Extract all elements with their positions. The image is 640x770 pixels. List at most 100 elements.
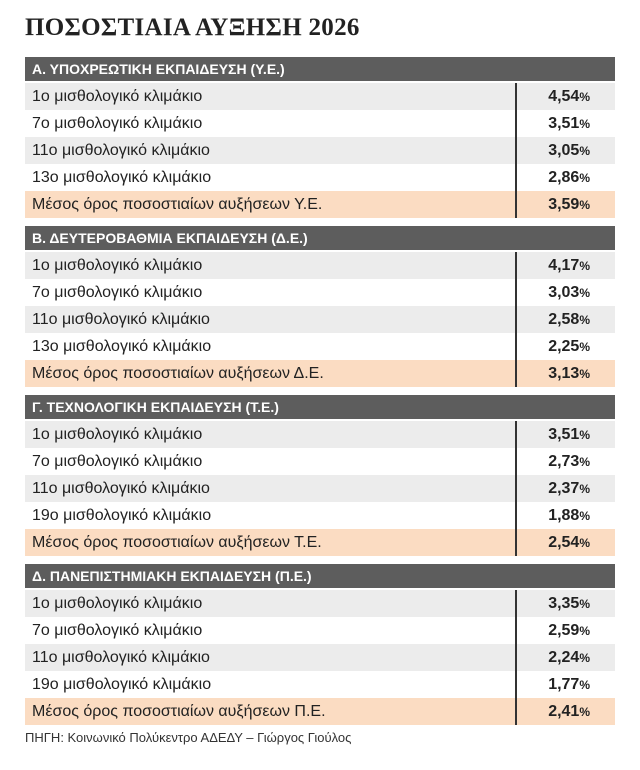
- row-label: 7ο μισθολογικό κλιμάκιο: [32, 284, 203, 301]
- source: ΠΗΓΗ: Κοινωνικό Πολύκεντρο ΑΔΕΔΥ – Γιώργ…: [25, 730, 352, 745]
- unit: %: [579, 144, 590, 158]
- unit: %: [579, 624, 590, 638]
- section-rows: 1ο μισθολογικό κλιμάκιο 3,35% 7ο μισθολογι…: [25, 590, 615, 725]
- row-value: 2,54: [548, 534, 580, 551]
- row: 1ο μισθολογικό κλιμάκιο 4,54%: [25, 83, 615, 110]
- row-label: Μέσος όρος ποσοστιαίων αυξήσεων Π.Ε.: [32, 703, 326, 720]
- row-label: Μέσος όρος ποσοστιαίων αυξήσεων Υ.Ε.: [32, 196, 323, 213]
- row-value: 3,03: [548, 284, 580, 301]
- row-value: 3,59: [548, 196, 580, 213]
- row: 1ο μισθολογικό κλιμάκιο 4,17%: [25, 252, 615, 279]
- row-value-cell: 1,77%: [515, 671, 615, 698]
- unit: %: [579, 705, 590, 719]
- unit: %: [579, 455, 590, 469]
- row-value: 1,77: [548, 676, 580, 693]
- unit: %: [579, 482, 590, 496]
- row-value-cell: 2,58%: [515, 306, 615, 333]
- row-label: 11ο μισθολογικό κλιμάκιο: [32, 311, 210, 328]
- row-value: 2,59: [548, 622, 580, 639]
- unit: %: [579, 678, 590, 692]
- unit: %: [579, 509, 590, 523]
- row-label: 7ο μισθολογικό κλιμάκιο: [32, 453, 203, 470]
- row: Μέσος όρος ποσοστιαίων αυξήσεων Τ.Ε. 2,54…: [25, 529, 615, 556]
- row: 19ο μισθολογικό κλιμάκιο 1,77%: [25, 671, 615, 698]
- row: Μέσος όρος ποσοστιαίων αυξήσεων Υ.Ε. 3,59…: [25, 191, 615, 218]
- row-value: 4,17: [548, 257, 580, 274]
- section: Β. ΔΕΥΤΕΡΟΒΑΘΜΙΑ ΕΚΠΑΙΔΕΥΣΗ (Δ.Ε.) 1ο μισ…: [25, 226, 615, 387]
- row-value: 3,05: [548, 142, 580, 159]
- row-label: 11ο μισθολογικό κλιμάκιο: [32, 480, 210, 497]
- row-value: 2,41: [548, 703, 580, 720]
- row: 1ο μισθολογικό κλιμάκιο 3,35%: [25, 590, 615, 617]
- row-value-cell: 2,73%: [515, 448, 615, 475]
- row-label: 13ο μισθολογικό κλιμάκιο: [32, 338, 212, 355]
- unit: %: [579, 597, 590, 611]
- row-value: 2,58: [548, 311, 580, 328]
- row-label: 13ο μισθολογικό κλιμάκιο: [32, 169, 212, 186]
- section-header: Δ. ΠΑΝΕΠΙΣΤΗΜΙΑΚΗ ΕΚΠΑΙΔΕΥΣΗ (Π.Ε.): [25, 564, 615, 590]
- unit: %: [579, 367, 590, 381]
- row-label: 1ο μισθολογικό κλιμάκιο: [32, 257, 203, 274]
- row: 11ο μισθολογικό κλιμάκιο 2,37%: [25, 475, 615, 502]
- row-label: 1ο μισθολογικό κλιμάκιο: [32, 426, 203, 443]
- row-label: 11ο μισθολογικό κλιμάκιο: [32, 142, 210, 159]
- section: Α. ΥΠΟΧΡΕΩΤΙΚΗ ΕΚΠΑΙΔΕΥΣΗ (Υ.Ε.) 1ο μισθο…: [25, 57, 615, 218]
- row-label: Μέσος όρος ποσοστιαίων αυξήσεων Δ.Ε.: [32, 365, 324, 382]
- row-label: 19ο μισθολογικό κλιμάκιο: [32, 507, 212, 524]
- row: 11ο μισθολογικό κλιμάκιο 3,05%: [25, 137, 615, 164]
- row-value-cell: 4,54%: [515, 83, 615, 110]
- row-value: 2,24: [548, 649, 580, 666]
- row: 7ο μισθολογικό κλιμάκιο 2,59%: [25, 617, 615, 644]
- unit: %: [579, 428, 590, 442]
- row: 7ο μισθολογικό κλιμάκιο 3,03%: [25, 279, 615, 306]
- row-value-cell: 3,05%: [515, 137, 615, 164]
- row-value: 3,13: [548, 365, 580, 382]
- row: 7ο μισθολογικό κλιμάκιο 3,51%: [25, 110, 615, 137]
- section: Γ. ΤΕΧΝΟΛΟΓΙΚΗ ΕΚΠΑΙΔΕΥΣΗ (Τ.Ε.) 1ο μισθο…: [25, 395, 615, 556]
- row: 13ο μισθολογικό κλιμάκιο 2,86%: [25, 164, 615, 191]
- unit: %: [579, 313, 590, 327]
- section-header: Β. ΔΕΥΤΕΡΟΒΑΘΜΙΑ ΕΚΠΑΙΔΕΥΣΗ (Δ.Ε.): [25, 226, 615, 252]
- row-value-cell: 2,59%: [515, 617, 615, 644]
- row-value-cell: 2,86%: [515, 164, 615, 191]
- row-value-cell: 2,41%: [515, 698, 615, 725]
- row-value: 2,73: [548, 453, 580, 470]
- row: 7ο μισθολογικό κλιμάκιο 2,73%: [25, 448, 615, 475]
- row: 1ο μισθολογικό κλιμάκιο 3,51%: [25, 421, 615, 448]
- unit: %: [579, 536, 590, 550]
- row: Μέσος όρος ποσοστιαίων αυξήσεων Δ.Ε. 3,13…: [25, 360, 615, 387]
- section-rows: 1ο μισθολογικό κλιμάκιο 3,51% 7ο μισθολογι…: [25, 421, 615, 556]
- row-value-cell: 2,24%: [515, 644, 615, 671]
- row-value-cell: 3,59%: [515, 191, 615, 218]
- title: ΠΟΣΟΣΤΙΑΙΑ ΑΥΞΗΣΗ 2026: [25, 14, 360, 41]
- row: 11ο μισθολογικό κλιμάκιο 2,24%: [25, 644, 615, 671]
- section-header: Γ. ΤΕΧΝΟΛΟΓΙΚΗ ΕΚΠΑΙΔΕΥΣΗ (Τ.Ε.): [25, 395, 615, 421]
- row-label: 11ο μισθολογικό κλιμάκιο: [32, 649, 210, 666]
- row-value-cell: 3,51%: [515, 421, 615, 448]
- row-label: 1ο μισθολογικό κλιμάκιο: [32, 595, 203, 612]
- row-value-cell: 3,51%: [515, 110, 615, 137]
- table: Α. ΥΠΟΧΡΕΩΤΙΚΗ ΕΚΠΑΙΔΕΥΣΗ (Υ.Ε.) 1ο μισθο…: [25, 57, 615, 733]
- row-value: 2,86: [548, 169, 580, 186]
- unit: %: [579, 651, 590, 665]
- unit: %: [579, 117, 590, 131]
- unit: %: [579, 340, 590, 354]
- row-value: 2,37: [548, 480, 580, 497]
- unit: %: [579, 198, 590, 212]
- row-value-cell: 2,25%: [515, 333, 615, 360]
- row-label: 19ο μισθολογικό κλιμάκιο: [32, 676, 212, 693]
- row-value: 3,51: [548, 426, 580, 443]
- row-value-cell: 2,37%: [515, 475, 615, 502]
- row-value-cell: 3,13%: [515, 360, 615, 387]
- row-value-cell: 4,17%: [515, 252, 615, 279]
- row-value: 2,25: [548, 338, 580, 355]
- row-value: 4,54: [548, 88, 580, 105]
- section-rows: 1ο μισθολογικό κλιμάκιο 4,54% 7ο μισθολογι…: [25, 83, 615, 218]
- row-label: 7ο μισθολογικό κλιμάκιο: [32, 115, 203, 132]
- unit: %: [579, 171, 590, 185]
- unit: %: [579, 286, 590, 300]
- section-rows: 1ο μισθολογικό κλιμάκιο 4,17% 7ο μισθολογι…: [25, 252, 615, 387]
- row-value-cell: 1,88%: [515, 502, 615, 529]
- row-value-cell: 2,54%: [515, 529, 615, 556]
